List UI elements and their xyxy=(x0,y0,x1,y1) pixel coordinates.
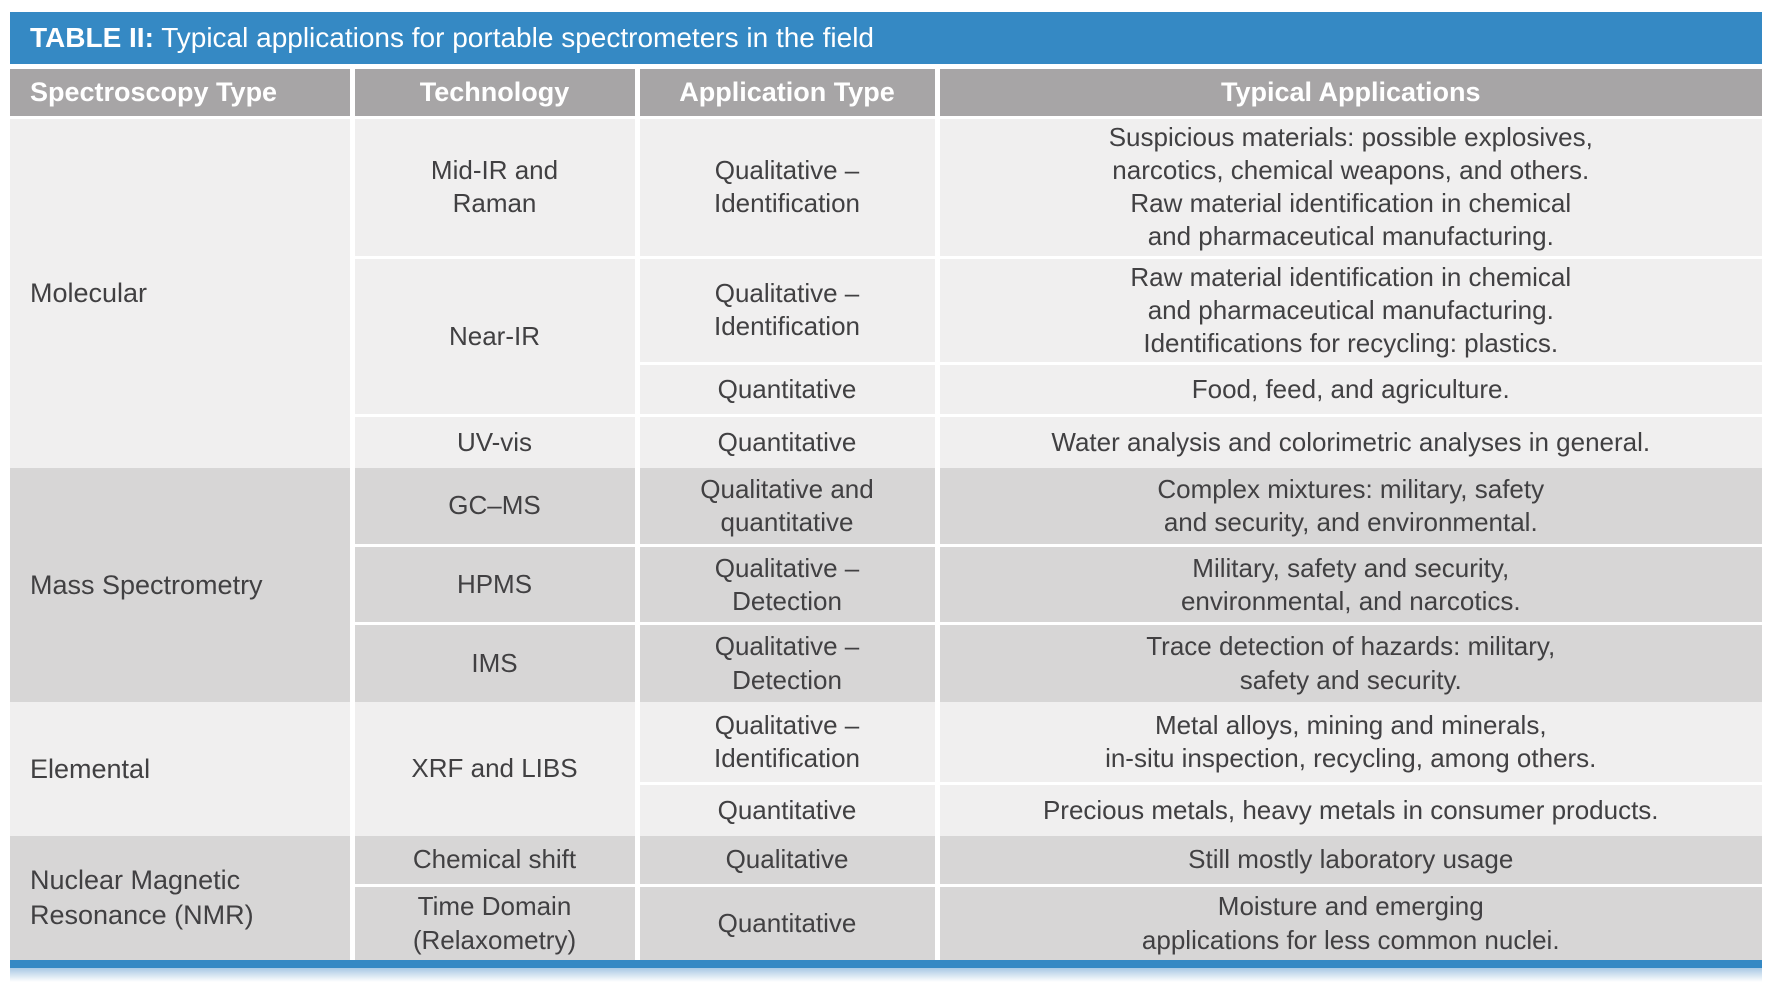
table-figure: TABLE II: Typical applications for porta… xyxy=(10,12,1762,982)
cell-application-type: Quantitative xyxy=(634,782,937,836)
table-row: Quantitative Precious metals, heavy meta… xyxy=(10,782,1762,836)
cell-typical-applications: Food, feed, and agriculture. xyxy=(934,362,1762,416)
applications-table: Spectroscopy Type Technology Application… xyxy=(10,69,1762,960)
table-row: UV-vis Quantitative Water analysis and c… xyxy=(10,414,1762,468)
cell-application-type: Qualitative – Identification xyxy=(634,117,937,258)
table-row: Mass Spectrometry GC–MS Qualitative and … xyxy=(10,467,1762,702)
table-row: IMS Qualitative – Detection Trace detect… xyxy=(10,622,1762,702)
cell-typical-applications: Military, safety and security, environme… xyxy=(934,544,1762,624)
cell-technology: Near-IR xyxy=(349,255,637,416)
table-row: Quantitative Food, feed, and agriculture… xyxy=(10,362,1762,416)
cell-technology: IMS xyxy=(349,622,637,702)
table-title-bar: TABLE II: Typical applications for porta… xyxy=(10,12,1762,64)
cell-spectroscopy-type: Mass Spectrometry xyxy=(10,467,352,702)
cell-typical-applications: Raw material identification in chemical … xyxy=(934,255,1762,364)
cell-application-type: Qualitative – Identification xyxy=(634,255,937,364)
cell-typical-applications: Suspicious materials: possible explosive… xyxy=(934,117,1762,258)
bottom-fade-gradient xyxy=(10,967,1762,982)
cell-typical-applications: Precious metals, heavy metals in consume… xyxy=(934,782,1762,836)
cell-application-type: Qualitative xyxy=(634,835,937,886)
column-header-technology: Technology xyxy=(349,69,637,119)
table-row: Nuclear Magnetic Resonance (NMR) Chemica… xyxy=(10,835,1762,960)
table-header: Spectroscopy Type Technology Application… xyxy=(10,69,1762,119)
cell-technology: GC–MS xyxy=(349,467,637,546)
cell-typical-applications: Still mostly laboratory usage xyxy=(934,835,1762,886)
table-row: Molecular Mid-IR and Raman Qualitative –… xyxy=(10,117,1762,468)
table-row: Time Domain (Relaxometry) Quantitative M… xyxy=(10,884,1762,960)
bottom-accent-bar xyxy=(10,959,1762,968)
cell-typical-applications: Moisture and emerging applications for l… xyxy=(934,884,1762,960)
cell-typical-applications: Complex mixtures: military, safety and s… xyxy=(934,467,1762,546)
cell-application-type: Quantitative xyxy=(634,362,937,416)
cell-application-type: Qualitative and quantitative xyxy=(634,467,937,546)
table-row: Near-IR Qualitative – Identification Raw… xyxy=(10,255,1762,416)
table-row: Elemental XRF and LIBS Qualitative – Ide… xyxy=(10,701,1762,836)
cell-typical-applications: Water analysis and colorimetric analyses… xyxy=(934,414,1762,468)
table-number-label: TABLE II: xyxy=(30,22,154,53)
cell-spectroscopy-type: Elemental xyxy=(10,701,352,836)
cell-technology: XRF and LIBS xyxy=(349,701,637,836)
cell-technology: Mid-IR and Raman xyxy=(349,117,637,258)
cell-application-type: Quantitative xyxy=(634,884,937,960)
column-header-spectroscopy-type: Spectroscopy Type xyxy=(10,69,352,119)
cell-spectroscopy-type: Molecular xyxy=(10,117,352,468)
cell-spectroscopy-type: Nuclear Magnetic Resonance (NMR) xyxy=(10,835,352,960)
column-header-typical-applications: Typical Applications xyxy=(934,69,1762,119)
cell-application-type: Quantitative xyxy=(634,414,937,468)
cell-application-type: Qualitative – Detection xyxy=(634,622,937,702)
table-row: HPMS Qualitative – Detection Military, s… xyxy=(10,544,1762,624)
column-header-application-type: Application Type xyxy=(634,69,937,119)
cell-typical-applications: Trace detection of hazards: military, sa… xyxy=(934,622,1762,702)
cell-technology: Chemical shift xyxy=(349,835,637,886)
cell-application-type: Qualitative – Detection xyxy=(634,544,937,624)
cell-technology: UV-vis xyxy=(349,414,637,468)
cell-typical-applications: Metal alloys, mining and minerals, in-si… xyxy=(934,701,1762,784)
cell-technology: HPMS xyxy=(349,544,637,624)
cell-application-type: Qualitative – Identification xyxy=(634,701,937,784)
table-title-text: Typical applications for portable spectr… xyxy=(153,22,875,53)
cell-technology: Time Domain (Relaxometry) xyxy=(349,884,637,960)
header-row: Spectroscopy Type Technology Application… xyxy=(10,69,1762,119)
